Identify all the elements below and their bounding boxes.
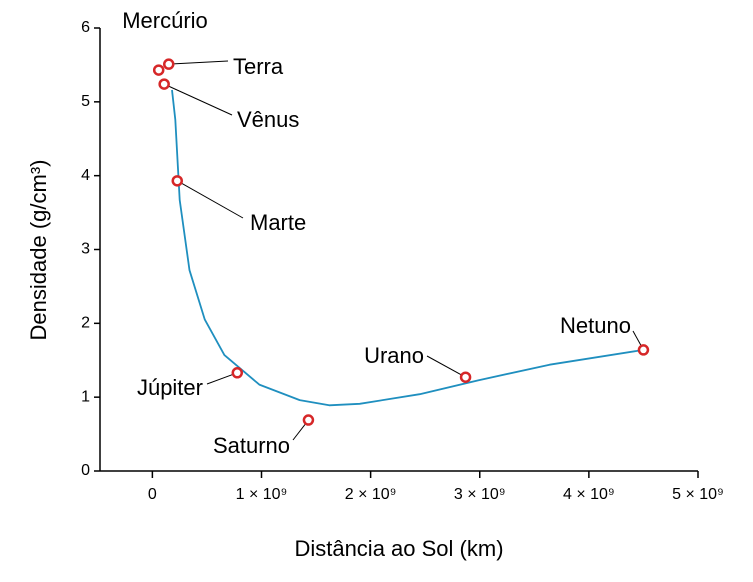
x-tick-label: 4 × 10⁹ [563, 486, 615, 503]
point-label: Marte [250, 210, 306, 235]
y-tick-label: 6 [81, 19, 90, 36]
leader-line [177, 180, 244, 219]
point [171, 175, 184, 187]
point-label: Mercúrio [122, 8, 208, 33]
point-label: Terra [233, 54, 284, 79]
x-tick-label: 1 × 10⁹ [236, 486, 288, 503]
point [459, 371, 472, 383]
y-tick-label: 1 [81, 388, 90, 405]
x-axis-title: Distância ao Sol (km) [294, 536, 503, 561]
y-tick-label: 0 [81, 462, 90, 479]
x-tick-label: 0 [148, 486, 157, 503]
point-label: Júpiter [137, 375, 203, 400]
leader-line [168, 60, 229, 65]
fit-curve [171, 89, 644, 407]
y-tick-label: 4 [81, 167, 90, 184]
point-label: Saturno [213, 433, 290, 458]
y-axis-title: Densidade (g/cm³) [26, 160, 51, 341]
point-label: Netuno [560, 313, 631, 338]
leader-line [163, 83, 233, 116]
leader-line [426, 355, 466, 378]
point [231, 367, 244, 379]
y-tick-label: 3 [81, 241, 90, 258]
point [158, 78, 170, 90]
point [152, 64, 165, 76]
point-label: Urano [364, 343, 424, 368]
point-label: Vênus [237, 107, 299, 132]
y-tick-label: 2 [81, 315, 90, 332]
y-tick-label: 5 [81, 93, 90, 110]
point [302, 414, 315, 426]
x-tick-label: 2 × 10⁹ [345, 486, 397, 503]
x-tick-label: 5 × 10⁹ [672, 486, 724, 503]
point [162, 58, 175, 70]
x-tick-label: 3 × 10⁹ [454, 486, 506, 503]
point [637, 344, 650, 356]
